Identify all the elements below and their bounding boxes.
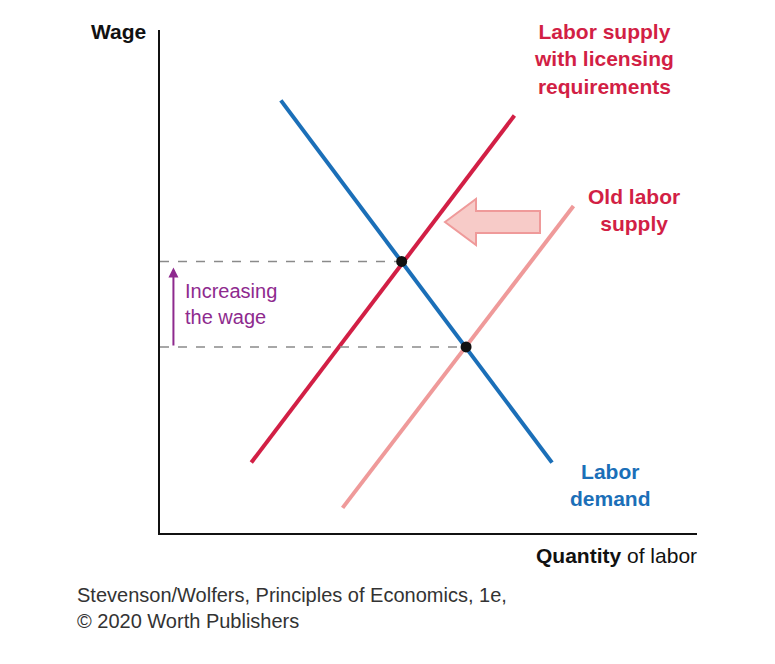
svg-text:Wage: Wage [91,20,146,43]
svg-text:Old laborsupply: Old laborsupply [588,185,680,235]
svg-text:Labor supplywith licensingrequ: Labor supplywith licensingrequirements [534,20,674,98]
svg-text:Increasingthe wage: Increasingthe wage [185,280,277,328]
svg-text:Labordemand: Labordemand [570,460,651,510]
svg-text:Quantity of labor: Quantity of labor [536,544,697,567]
svg-text:Stevenson/Wolfers, Principles: Stevenson/Wolfers, Principles of Economi… [77,584,507,632]
